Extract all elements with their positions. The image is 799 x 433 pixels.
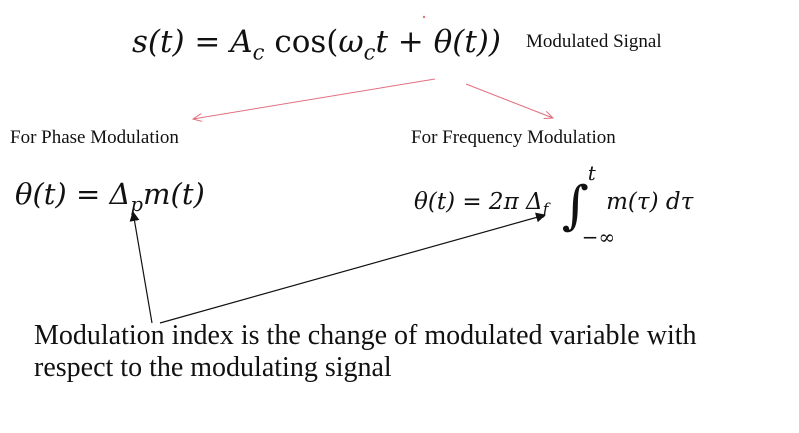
- integral-upper-limit: t: [587, 161, 596, 185]
- frequency-modulation-equation: θ(t) = 2π Δf ∫ t −∞ m(τ) dτ: [414, 161, 694, 249]
- integral-lower-limit: −∞: [581, 225, 616, 249]
- phase-modulation-label: For Phase Modulation: [10, 127, 179, 148]
- eq-omega: ω: [338, 24, 364, 60]
- arrow-to-delta-p: [129, 211, 153, 324]
- fm-lhs: θ(t) = 2π Δ: [414, 189, 543, 215]
- arrow-to-frequency: [465, 83, 553, 118]
- modulation-index-note: Modulation index is the change of modula…: [34, 320, 697, 384]
- phase-modulation-equation: θ(t) = Δpm(t): [15, 177, 205, 214]
- pm-rhs: m(t): [143, 177, 205, 211]
- eq-amplitude: A: [230, 24, 253, 60]
- arrow-to-phase: [193, 78, 436, 119]
- pm-sub: p: [130, 192, 144, 216]
- modulated-signal-label: Modulated Signal: [526, 31, 662, 52]
- eq-lhs: s(t): [132, 24, 185, 60]
- eq-amplitude-sub: c: [252, 39, 265, 65]
- fm-integrand: m(τ) dτ: [606, 189, 694, 215]
- red-dot: [422, 15, 426, 19]
- modulated-signal-equation: s(t) = Ac cos(ωct + θ(t)): [132, 24, 501, 62]
- eq-cos: cos(: [274, 24, 339, 60]
- eq-equals: =: [194, 24, 221, 60]
- eq-rest: t + θ(t)): [375, 24, 501, 60]
- arrow-to-delta-f: [159, 212, 546, 324]
- fm-sub: f: [542, 199, 549, 219]
- pm-lhs: θ(t) = Δ: [15, 177, 131, 211]
- eq-omega-sub: c: [363, 39, 376, 65]
- integral-sign: ∫ t −∞: [561, 161, 616, 249]
- frequency-modulation-label: For Frequency Modulation: [411, 127, 616, 148]
